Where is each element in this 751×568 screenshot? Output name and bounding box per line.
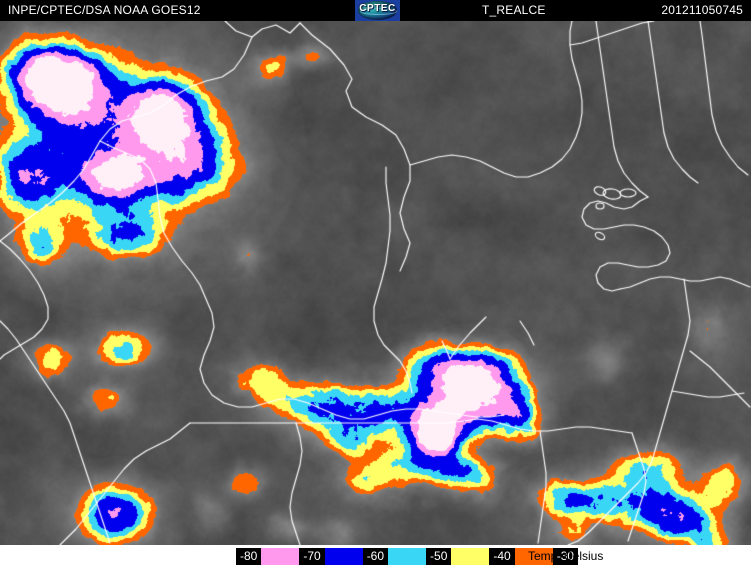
legend-swatch-3 xyxy=(324,548,363,565)
legend-tick-minus70: -70 xyxy=(299,548,325,565)
legend-scale: -80 -70 -60 -50 -40 -30 xyxy=(236,548,579,565)
header-bar: INPE/CPTEC/DSA NOAA GOES12 CPTEC T_REALC… xyxy=(0,0,751,21)
legend-tick-minus50: -50 xyxy=(426,548,452,565)
legend-swatch-5 xyxy=(388,548,427,565)
legend-tick-minus80: -80 xyxy=(236,548,262,565)
satellite-image-area xyxy=(0,21,751,545)
cptec-logo: CPTEC xyxy=(355,0,400,21)
legend-swatch-1 xyxy=(261,548,300,565)
legend-unit-label: Temp. Celsius xyxy=(528,549,604,563)
header-source-label: INPE/CPTEC/DSA NOAA GOES12 xyxy=(8,3,201,17)
legend-tick-minus40: -40 xyxy=(489,548,515,565)
legend-tick-minus60: -60 xyxy=(362,548,389,565)
legend-swatch-9 xyxy=(514,548,553,565)
cptec-logo-text: CPTEC xyxy=(359,3,396,14)
header-timestamp: 201211050745 xyxy=(661,3,743,17)
globe-icon xyxy=(358,1,397,20)
legend-tick-minus30: -30 xyxy=(552,548,579,565)
color-legend: -80 -70 -60 -50 -40 -30 Temp. Celsius xyxy=(0,545,751,568)
satellite-infrared-canvas xyxy=(0,21,751,545)
legend-swatch-7 xyxy=(451,548,490,565)
header-product-label: T_REALCE xyxy=(482,3,546,17)
